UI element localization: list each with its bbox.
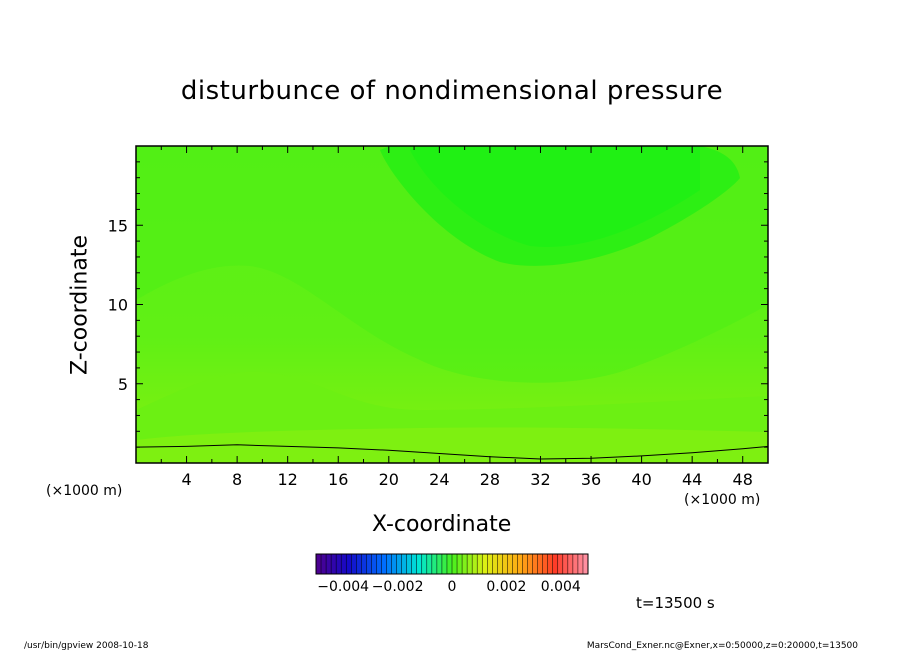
y-tick-label: 10 <box>108 296 128 315</box>
x-tick-label: 12 <box>278 470 298 489</box>
colorbar-swatch <box>341 554 347 574</box>
colorbar-swatch <box>537 554 544 574</box>
colorbar-swatch <box>366 554 372 574</box>
colorbar-swatch <box>482 554 488 574</box>
colorbar-swatch <box>522 554 528 574</box>
x-tick-label: 24 <box>429 470 449 489</box>
colorbar-swatch <box>532 554 539 574</box>
colorbar-swatch <box>411 554 418 574</box>
x-tick-label: 8 <box>232 470 242 489</box>
colorbar-swatch <box>467 554 473 574</box>
colorbar-swatch <box>567 554 574 574</box>
y-axis-label: Z-coordinate <box>67 235 93 375</box>
colorbar-swatch <box>401 554 408 574</box>
colorbar-swatch <box>331 554 337 574</box>
x-tick-label: 28 <box>480 470 500 489</box>
colorbar-swatch <box>492 554 498 574</box>
colorbar-swatch <box>441 554 448 574</box>
colorbar-swatch <box>336 554 342 574</box>
colorbar-swatch <box>386 554 392 574</box>
colorbar-swatch <box>346 554 352 574</box>
colorbar-swatch <box>396 554 403 574</box>
bottom-band <box>136 427 768 463</box>
colorbar-label: 0 <box>448 579 457 595</box>
colorbar-frame <box>315 553 589 575</box>
x-tick-label: 40 <box>631 470 651 489</box>
colorbar-swatch <box>457 554 463 574</box>
chart-title: disturbunce of nondimensional pressure <box>180 76 724 106</box>
y-tick-label: 15 <box>108 216 128 235</box>
zero-contour-line <box>136 444 768 460</box>
footer-command: /usr/bin/gpview 2008-10-18 <box>24 641 149 651</box>
colorbar-swatch <box>582 554 589 574</box>
colorbar-swatch <box>517 554 523 574</box>
colorbar-swatch <box>562 554 569 574</box>
colorbar-swatch <box>472 554 478 574</box>
x-unit-left: (×1000 m) <box>46 483 123 499</box>
colorbar-swatch <box>552 554 559 574</box>
colorbar-label: −0.004 <box>317 579 369 595</box>
colorbar-label: 0.004 <box>541 579 581 595</box>
x-tick-label: 20 <box>379 470 399 489</box>
colorbar-swatch <box>326 554 332 574</box>
colorbar-swatch <box>351 554 357 574</box>
colorbar: −0.004 −0.002 0 0.002 0.004 <box>315 553 589 595</box>
colorbar-swatch <box>406 554 413 574</box>
colorbar-swatch <box>381 554 387 574</box>
colorbar-swatch <box>436 554 443 574</box>
colorbar-swatch <box>446 554 453 574</box>
colorbar-swatch <box>371 554 377 574</box>
x-tick-label: 36 <box>581 470 601 489</box>
colorbar-swatch <box>431 554 438 574</box>
colorbar-swatch <box>462 554 468 574</box>
colorbar-swatch <box>487 554 493 574</box>
colorbar-swatch <box>477 554 483 574</box>
colorbar-swatch <box>452 554 458 574</box>
colorbar-swatch <box>572 554 579 574</box>
colorbar-swatch <box>557 554 564 574</box>
time-label: t=13500 s <box>636 594 715 612</box>
colorbar-swatch <box>527 554 533 574</box>
colorbar-swatch <box>376 554 382 574</box>
colorbar-swatch <box>512 554 518 574</box>
colorbar-swatch <box>497 554 503 574</box>
colorbar-swatch <box>391 554 397 574</box>
x-axis-label: X-coordinate <box>372 512 512 537</box>
axis-ticks <box>136 146 768 463</box>
x-tick-label: 4 <box>181 470 191 489</box>
colorbar-swatch <box>421 554 428 574</box>
upper-core-inner <box>410 146 700 247</box>
colorbar-swatch <box>502 554 508 574</box>
colorbar-swatch <box>321 554 327 574</box>
colorbar-swatch <box>426 554 433 574</box>
x-tick-label: 32 <box>530 470 550 489</box>
colorbar-swatch <box>416 554 423 574</box>
colorbar-label: −0.002 <box>372 579 424 595</box>
colorbar-swatch <box>542 554 549 574</box>
x-tick-label: 44 <box>682 470 702 489</box>
x-unit-right: (×1000 m) <box>684 492 761 508</box>
colorbar-swatch <box>361 554 367 574</box>
x-tick-label: 16 <box>328 470 348 489</box>
colorbar-label: 0.002 <box>486 579 526 595</box>
colorbar-swatch <box>316 554 322 574</box>
colorbar-swatch <box>507 554 513 574</box>
colorbar-swatch <box>547 554 554 574</box>
footer-source: MarsCond_Exner.nc@Exner,x=0:50000,z=0:20… <box>586 641 858 651</box>
y-tick-label: 5 <box>118 375 128 394</box>
pressure-field <box>136 146 768 463</box>
colorbar-swatch <box>577 554 584 574</box>
colorbar-swatch <box>356 554 362 574</box>
x-tick-label: 48 <box>733 470 753 489</box>
